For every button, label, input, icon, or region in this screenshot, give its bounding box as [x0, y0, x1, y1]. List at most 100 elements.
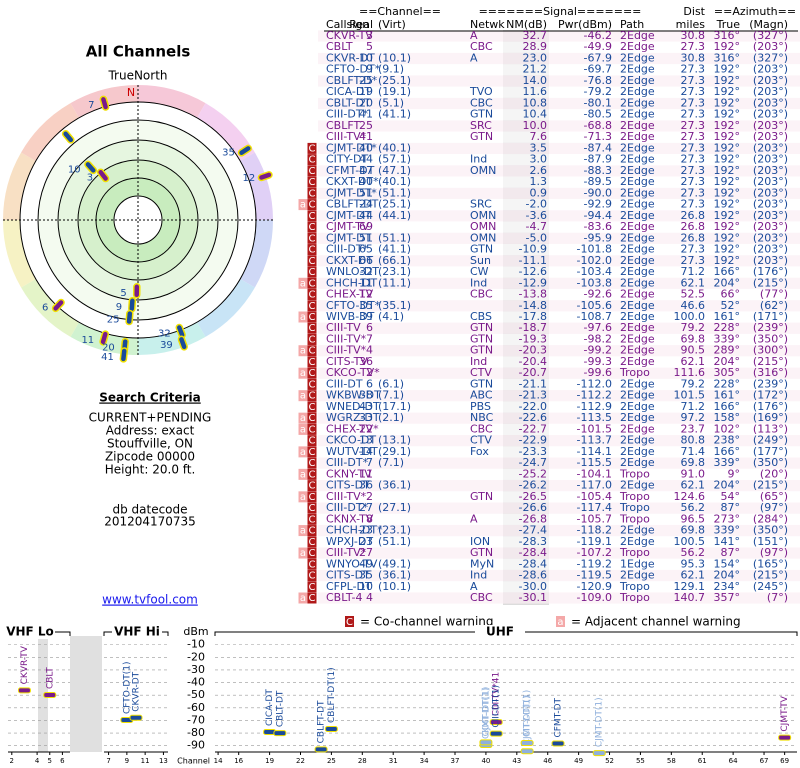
cell: CBLFT-D* — [326, 74, 378, 87]
cell: -67.9 — [584, 51, 612, 64]
signal-marker — [479, 739, 493, 746]
cell: WUTV-DT — [326, 445, 378, 458]
row-bg — [318, 64, 800, 76]
cell: CBLFT-DT — [326, 198, 379, 211]
cell: -92.9 — [584, 198, 612, 211]
row-bg — [318, 581, 800, 593]
cell: -21.1 — [519, 377, 547, 390]
cell: CIII-DT* — [326, 108, 369, 121]
title-bg — [112, 625, 162, 639]
row-bg — [318, 86, 800, 98]
cell: 6 — [366, 321, 373, 334]
warning-box — [307, 142, 317, 154]
cell: 27.3 — [681, 119, 706, 132]
warning-mark: C — [309, 245, 316, 256]
warning-box — [298, 423, 308, 435]
cell: 204° — [714, 276, 741, 289]
warning-mark: C — [309, 357, 316, 368]
cell: 2Edge — [620, 209, 655, 222]
cell: 228° — [714, 321, 741, 334]
cell: CIII-DT — [326, 377, 363, 390]
row-bg — [318, 154, 800, 166]
cell: CIII-DT* — [326, 501, 369, 514]
cell: -104.1 — [577, 467, 612, 480]
cell: -24.7 — [519, 456, 547, 469]
cell: (23.1) — [378, 265, 411, 278]
cell: 161° — [714, 310, 741, 323]
signal-marker — [592, 750, 606, 757]
warning-mark: C — [309, 582, 316, 593]
cell: CIII-DT* — [326, 243, 369, 256]
cell: -18.7 — [519, 321, 547, 334]
x-tick-label: 19 — [265, 757, 274, 765]
cell: 14 — [359, 445, 373, 458]
cell: Tropo — [619, 546, 650, 559]
cell: GTN — [470, 130, 493, 143]
cell: -80.1 — [584, 96, 612, 109]
site-link[interactable]: www.tvfool.com — [102, 593, 198, 607]
signal-label: CJMT-DT(1) — [481, 687, 491, 737]
cell: -80.5 — [584, 108, 612, 121]
cell: A — [470, 51, 478, 64]
cell: -4.7 — [526, 220, 547, 233]
x-tick-label: 16 — [234, 757, 243, 765]
warning-mark: C — [309, 436, 316, 447]
compass-band — [138, 322, 206, 355]
y-axis-label: dBm — [183, 625, 208, 638]
cell: 192° — [714, 243, 741, 256]
cell: SRC — [470, 198, 492, 211]
cell: CKVR-DT — [326, 51, 375, 64]
cell: 1Edge — [620, 557, 655, 570]
cell: (62°) — [760, 299, 788, 312]
cell: 40 — [359, 141, 373, 154]
cell: 14.0 — [523, 74, 548, 87]
cell: 192° — [714, 119, 741, 132]
warning-mark: C — [309, 447, 316, 458]
cell: (44.1) — [378, 209, 411, 222]
cell: 23 — [359, 524, 373, 537]
cell: 2Edge — [620, 51, 655, 64]
cell: 11 — [359, 467, 373, 480]
row-bg — [318, 479, 800, 492]
warning-mark: a — [300, 200, 306, 211]
x-tick-label: 14 — [214, 757, 223, 765]
cell: 2Edge — [620, 85, 655, 98]
cell: (245°) — [753, 580, 788, 593]
x-tick-label: 34 — [420, 757, 429, 765]
row-bg — [318, 165, 800, 177]
cell: 2Edge — [620, 243, 655, 256]
x-tick-label: 37 — [451, 757, 460, 765]
cell: 339° — [714, 332, 741, 345]
cell: 2Edge — [620, 422, 655, 435]
warning-box — [307, 277, 317, 289]
warning-mark: C — [309, 368, 316, 379]
panel-title: VHF Hi — [114, 625, 160, 639]
cell: (25.1) — [378, 198, 411, 211]
cell: (51.1) — [378, 186, 411, 199]
warning-box — [298, 311, 308, 323]
row-bg — [318, 592, 800, 604]
cell: 192° — [714, 231, 741, 244]
cell: 87° — [721, 546, 741, 559]
cell: CIII-DT* — [326, 456, 369, 469]
cell: (47.1) — [378, 164, 411, 177]
signal-marker — [520, 748, 534, 755]
cell: -69.7 — [584, 63, 612, 76]
cell: CIII-TV* — [326, 344, 367, 357]
cell: GTN — [470, 377, 493, 390]
cell: 2Edge — [620, 288, 655, 301]
warning-mark: C — [309, 166, 316, 177]
cell: 32.7 — [523, 29, 548, 42]
y-tick-label: -20 — [187, 650, 205, 663]
signal-label: CFMT-DT — [554, 697, 564, 737]
cell: (77°) — [760, 288, 788, 301]
cell: 10.0 — [523, 119, 548, 132]
cell: 69.8 — [681, 456, 706, 469]
cell: 192° — [714, 108, 741, 121]
cell: 192° — [714, 186, 741, 199]
cell: A — [470, 512, 478, 525]
cell: -2.0 — [526, 198, 547, 211]
station-marker — [96, 168, 110, 183]
cell: -22.6 — [519, 411, 547, 424]
warning-box — [298, 199, 308, 211]
